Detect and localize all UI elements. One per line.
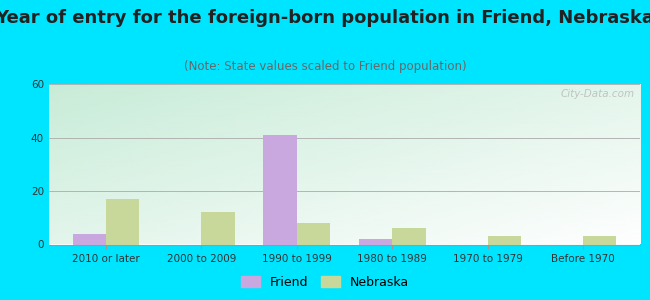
Bar	[202, 212, 235, 244]
Bar	[583, 236, 616, 244]
Bar	[392, 229, 426, 244]
Bar	[106, 199, 139, 244]
Legend: Friend, Nebraska: Friend, Nebraska	[236, 271, 414, 294]
Bar	[359, 239, 392, 244]
Text: Year of entry for the foreign-born population in Friend, Nebraska: Year of entry for the foreign-born popul…	[0, 9, 650, 27]
Bar	[488, 236, 521, 244]
Text: City-Data.com: City-Data.com	[560, 89, 634, 99]
Text: (Note: State values scaled to Friend population): (Note: State values scaled to Friend pop…	[184, 60, 466, 73]
Bar	[73, 234, 106, 244]
Bar	[297, 223, 330, 244]
Bar	[263, 135, 297, 244]
